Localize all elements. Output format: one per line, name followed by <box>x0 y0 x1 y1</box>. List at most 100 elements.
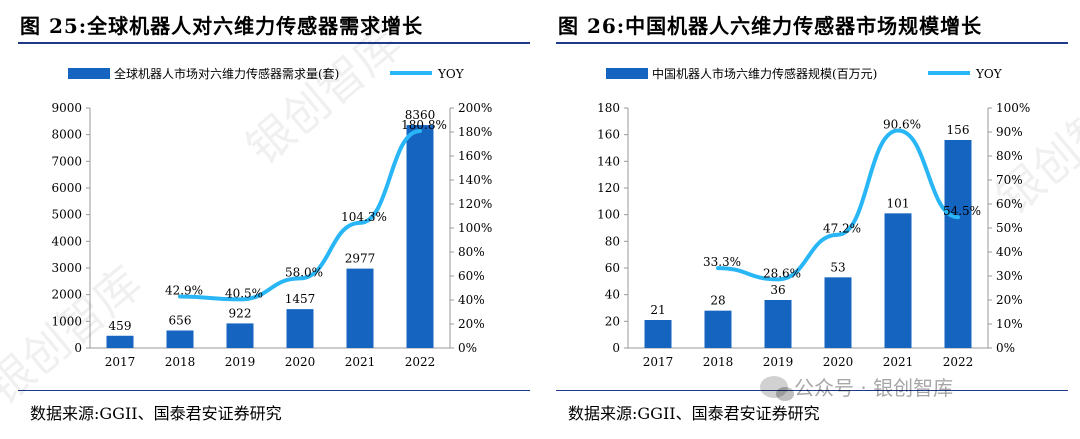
y-tick-label: 20 <box>605 314 620 328</box>
y-tick-label: 0 <box>74 341 82 355</box>
x-tick-label: 2021 <box>345 355 376 369</box>
y-tick-label: 60 <box>605 261 620 275</box>
chart-china-market: 中国机器人市场六维力传感器规模(百万元) YOY 0 20 40 60 80 100 120 14… <box>597 66 1030 369</box>
x-tick-label: 2018 <box>165 355 196 369</box>
y-tick-label: 6000 <box>51 181 82 195</box>
chart-panel-global: 图 25:全球机器人对六维力传感器需求增长 全球机器人市场对六维力传感器需求量(… <box>10 0 530 439</box>
legend-bar-label: 全球机器人市场对六维力传感器需求量(套) <box>114 66 339 81</box>
y2-tick-label: 20% <box>996 293 1023 307</box>
yoy-line <box>178 129 422 302</box>
y2-tick-label: 60% <box>996 197 1023 211</box>
y2-tick-label: 10% <box>996 317 1023 331</box>
bar-value-label: 656 <box>169 314 192 328</box>
y-tick-label: 9000 <box>51 101 82 115</box>
x-tick-label: 2019 <box>763 355 794 369</box>
x-tick-label: 2019 <box>225 355 256 369</box>
y2-tick-label: 60% <box>458 269 485 283</box>
source-divider <box>18 390 530 391</box>
chart-source: 数据来源:GGII、国泰君安证券研究 <box>30 404 282 423</box>
yoy-value-label: 42.9% <box>165 284 203 298</box>
bar <box>346 268 374 348</box>
x-tick-label: 2017 <box>643 355 674 369</box>
bar <box>704 310 732 348</box>
yoy-value-label: 40.5% <box>225 286 263 300</box>
y2-tick-label: 120% <box>458 197 492 211</box>
y2-tick-label: 180% <box>458 125 492 139</box>
y-tick-label: 160 <box>597 128 620 142</box>
legend-line-label: YOY <box>437 67 465 81</box>
y-tick-label: 1000 <box>51 314 82 328</box>
y2-tick-label: 100% <box>996 101 1030 115</box>
yoy-value-label: 104.3% <box>341 210 387 224</box>
bar <box>764 300 792 348</box>
y-tick-label: 80 <box>605 234 620 248</box>
bar-value-label: 156 <box>947 123 970 137</box>
y2-tick-label: 20% <box>458 317 485 331</box>
yoy-value-label: 90.6% <box>883 118 921 132</box>
legend-bar-swatch <box>606 68 648 79</box>
bar-value-label: 36 <box>770 283 785 297</box>
y2-tick-label: 40% <box>996 245 1023 259</box>
x-tick-label: 2018 <box>703 355 734 369</box>
legend-bar-label: 中国机器人市场六维力传感器规模(百万元) <box>652 66 877 81</box>
bar-value-label: 2977 <box>345 252 376 266</box>
chart-global-demand: 全球机器人市场对六维力传感器需求量(套) YOY 0 1000 2000 3000 4000… <box>51 66 492 369</box>
bar <box>884 213 912 348</box>
bar <box>406 125 434 348</box>
y-tick-label: 2000 <box>51 288 82 302</box>
yoy-value-label: 58.0% <box>285 265 323 279</box>
bar-value-label: 53 <box>830 260 845 274</box>
chart-source: 数据来源:GGII、国泰君安证券研究 <box>568 404 820 423</box>
bar <box>286 309 314 348</box>
chart-panel-china: 图 26:中国机器人六维力传感器市场规模增长 中国机器人市场六维力传感器规模(百… <box>548 0 1068 439</box>
bar-value-label: 21 <box>650 303 665 317</box>
y2-tick-label: 70% <box>996 173 1023 187</box>
yoy-value-label: 47.2% <box>823 222 861 236</box>
bar <box>824 277 852 348</box>
legend-line-label: YOY <box>975 67 1003 81</box>
y2-tick-label: 80% <box>458 245 485 259</box>
y-tick-label: 100 <box>597 208 620 222</box>
y-tick-label: 180 <box>597 101 620 115</box>
x-tick-label: 2022 <box>943 355 974 369</box>
wechat-icon <box>760 375 794 401</box>
title-divider <box>18 42 530 44</box>
legend-bar-swatch <box>68 68 110 79</box>
source-divider <box>556 390 1068 391</box>
wechat-badge: 公众号 · 银创智库 <box>760 372 953 401</box>
y2-tick-label: 30% <box>996 269 1023 283</box>
y-tick-label: 7000 <box>51 154 82 168</box>
bar <box>106 335 134 348</box>
y-tick-label: 0 <box>612 341 620 355</box>
x-tick-label: 2020 <box>823 355 854 369</box>
y2-tick-label: 160% <box>458 149 492 163</box>
bar-value-label: 8360 <box>405 108 436 122</box>
yoy-value-label: 180.8% <box>401 118 447 132</box>
bar-value-label: 459 <box>109 319 132 333</box>
y2-tick-label: 40% <box>458 293 485 307</box>
y2-tick-label: 200% <box>458 101 492 115</box>
wechat-label: 公众号 · 银创智库 <box>794 376 954 400</box>
y2-tick-label: 0% <box>996 341 1015 355</box>
y-tick-label: 40 <box>605 288 620 302</box>
chart-title: 图 25:全球机器人对六维力传感器需求增长 <box>20 14 424 38</box>
yoy-value-label: 28.6% <box>763 266 801 280</box>
chart-title: 图 26:中国机器人六维力传感器市场规模增长 <box>558 14 983 38</box>
y2-tick-label: 140% <box>458 173 492 187</box>
yoy-value-label: 33.3% <box>703 255 741 269</box>
y2-tick-label: 50% <box>996 221 1023 235</box>
y-tick-label: 3000 <box>51 261 82 275</box>
bar-value-label: 101 <box>887 196 910 210</box>
bar-value-label: 1457 <box>285 292 316 306</box>
y2-tick-label: 90% <box>996 125 1023 139</box>
y2-tick-label: 80% <box>996 149 1023 163</box>
bar <box>166 330 194 348</box>
y2-tick-label: 0% <box>458 341 477 355</box>
bar-value-label: 28 <box>710 294 725 308</box>
x-tick-label: 2020 <box>285 355 316 369</box>
bar <box>226 323 254 348</box>
y-tick-label: 140 <box>597 154 620 168</box>
bar <box>944 140 972 348</box>
y-tick-label: 5000 <box>51 208 82 222</box>
bar <box>644 320 672 348</box>
